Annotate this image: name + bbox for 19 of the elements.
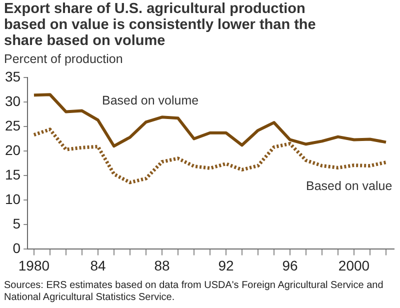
y-tick-label: 30 bbox=[4, 92, 21, 109]
y-axis-title: Percent of production bbox=[4, 52, 123, 66]
y-tick-label: 5 bbox=[12, 216, 21, 232]
y-tick-label: 35 bbox=[4, 68, 21, 84]
y-tick-label: 0 bbox=[12, 240, 21, 256]
y-tick-label: 15 bbox=[4, 166, 21, 182]
x-tick-label: 1980 bbox=[18, 257, 50, 274]
y-tick-label: 25 bbox=[4, 117, 21, 134]
x-tick-label: 84 bbox=[90, 257, 106, 274]
x-tick-label: 92 bbox=[218, 257, 234, 274]
series-label: Based on value bbox=[306, 178, 392, 193]
series-label: Based on volume bbox=[102, 94, 199, 108]
y-tick-label: 20 bbox=[4, 142, 21, 158]
x-tick-label: 88 bbox=[154, 257, 170, 274]
source-note: Sources: ERS estimates based on data from USDA's Foreign Agricultural Service and National Agricultural Statistics Service. bbox=[4, 280, 384, 304]
x-tick-label: 2000 bbox=[338, 257, 370, 274]
x-tick-label: 96 bbox=[282, 257, 298, 274]
y-tick-label: 10 bbox=[4, 190, 21, 207]
chart-title: Export share of U.S. agricultural production based on value is consistently lower than the share based on volume bbox=[4, 1, 317, 49]
